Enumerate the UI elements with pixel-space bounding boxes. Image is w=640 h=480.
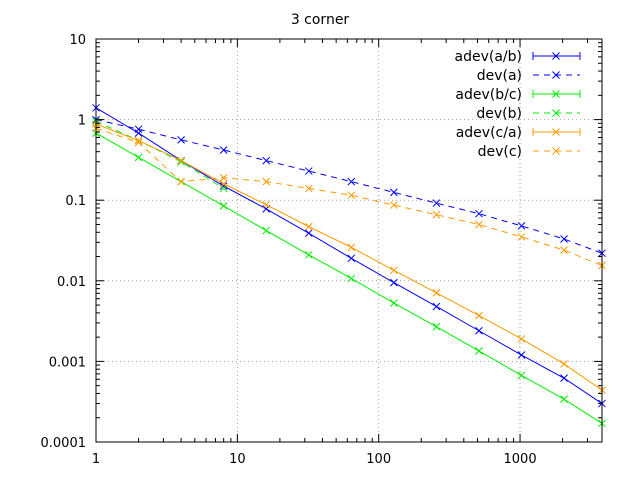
- data-point: [475, 347, 483, 355]
- data-point: [389, 278, 398, 287]
- data-point: [552, 52, 560, 60]
- data-point: [432, 302, 441, 311]
- legend: adev(a/b) dev(a) adev(b/c) dev(b) adev(c/a) d…: [455, 49, 581, 160]
- legend-label: dev(a): [477, 68, 522, 84]
- chart-title: 3 corner: [291, 12, 350, 28]
- data-point: [552, 147, 560, 155]
- series-line: [95, 120, 224, 189]
- data-point: [475, 209, 483, 218]
- data-point: [134, 136, 143, 145]
- data-point: [432, 210, 441, 219]
- data-point: [219, 173, 228, 182]
- data-point: [304, 229, 313, 238]
- series-line: [95, 119, 603, 254]
- data-point: [177, 177, 185, 186]
- data-point: [475, 220, 483, 229]
- y-tick-label: 1: [78, 114, 86, 129]
- data-point: [560, 360, 568, 368]
- data-point: [347, 254, 356, 263]
- data-point: [475, 311, 483, 320]
- data-point: [262, 177, 271, 186]
- data-point: [389, 299, 398, 307]
- data-point: [219, 179, 228, 188]
- data-point: [560, 235, 568, 243]
- data-point: [219, 202, 228, 210]
- data-point: [432, 199, 441, 207]
- grid-lines: [96, 39, 602, 442]
- legend-label: dev(c): [478, 144, 522, 160]
- series-dev-b-: [92, 117, 228, 193]
- data-point: [347, 274, 356, 283]
- data-point: [219, 182, 228, 190]
- data-point: [475, 326, 483, 335]
- data-point: [134, 138, 143, 147]
- data-point: [262, 226, 271, 235]
- x-tick-label: 1000: [504, 452, 537, 467]
- data-point: [347, 243, 356, 252]
- data-point: [517, 335, 526, 343]
- data-point: [219, 146, 228, 154]
- data-point: [552, 90, 560, 98]
- data-point: [304, 250, 313, 259]
- data-point: [262, 156, 271, 165]
- y-tick-label: 0.001: [49, 355, 86, 370]
- y-tick-label: 0.1: [65, 194, 86, 209]
- data-point: [177, 136, 185, 144]
- legend-label: adev(b/c): [455, 87, 522, 103]
- data-point: [517, 222, 526, 230]
- data-point: [177, 156, 185, 165]
- legend-label: adev(a/b): [455, 49, 522, 65]
- x-tick-label: 1: [92, 452, 100, 467]
- data-point: [134, 125, 143, 134]
- data-point: [552, 128, 560, 136]
- x-tick-label: 10: [229, 452, 246, 467]
- data-point: [304, 167, 313, 175]
- data-point: [432, 322, 441, 331]
- series-dev-a-: [92, 115, 606, 258]
- data-point: [347, 177, 356, 186]
- data-point: [517, 233, 526, 241]
- series-adev-b-c-: [92, 129, 606, 428]
- y-tick-label: 0.01: [57, 275, 86, 290]
- data-point: [304, 222, 313, 231]
- plot-frame: [95, 38, 603, 443]
- data-point: [517, 371, 526, 380]
- data-point: [389, 266, 398, 275]
- axis-ticks: 1 10 100 1000 0.0001 0.001 0.01 0.1 1 10: [41, 33, 602, 467]
- y-tick-label: 10: [69, 33, 86, 48]
- data-point: [304, 184, 313, 193]
- series-line: [95, 132, 603, 424]
- data-point: [347, 191, 356, 200]
- x-tick-label: 100: [366, 452, 391, 467]
- data-point: [552, 71, 560, 79]
- data-point: [134, 129, 143, 137]
- data-series: [92, 103, 606, 428]
- data-point: [517, 351, 526, 359]
- data-point: [262, 200, 271, 209]
- data-point: [432, 288, 441, 297]
- data-point: [560, 374, 568, 382]
- data-point: [560, 395, 568, 404]
- legend-label: dev(b): [476, 106, 522, 122]
- data-point: [552, 109, 560, 117]
- data-point: [389, 201, 398, 209]
- y-tick-label: 0.0001: [41, 436, 87, 451]
- data-point: [134, 153, 143, 162]
- data-point: [389, 188, 398, 197]
- series-dev-c-: [92, 124, 606, 270]
- data-point: [560, 246, 568, 255]
- legend-label: adev(c/a): [456, 125, 522, 141]
